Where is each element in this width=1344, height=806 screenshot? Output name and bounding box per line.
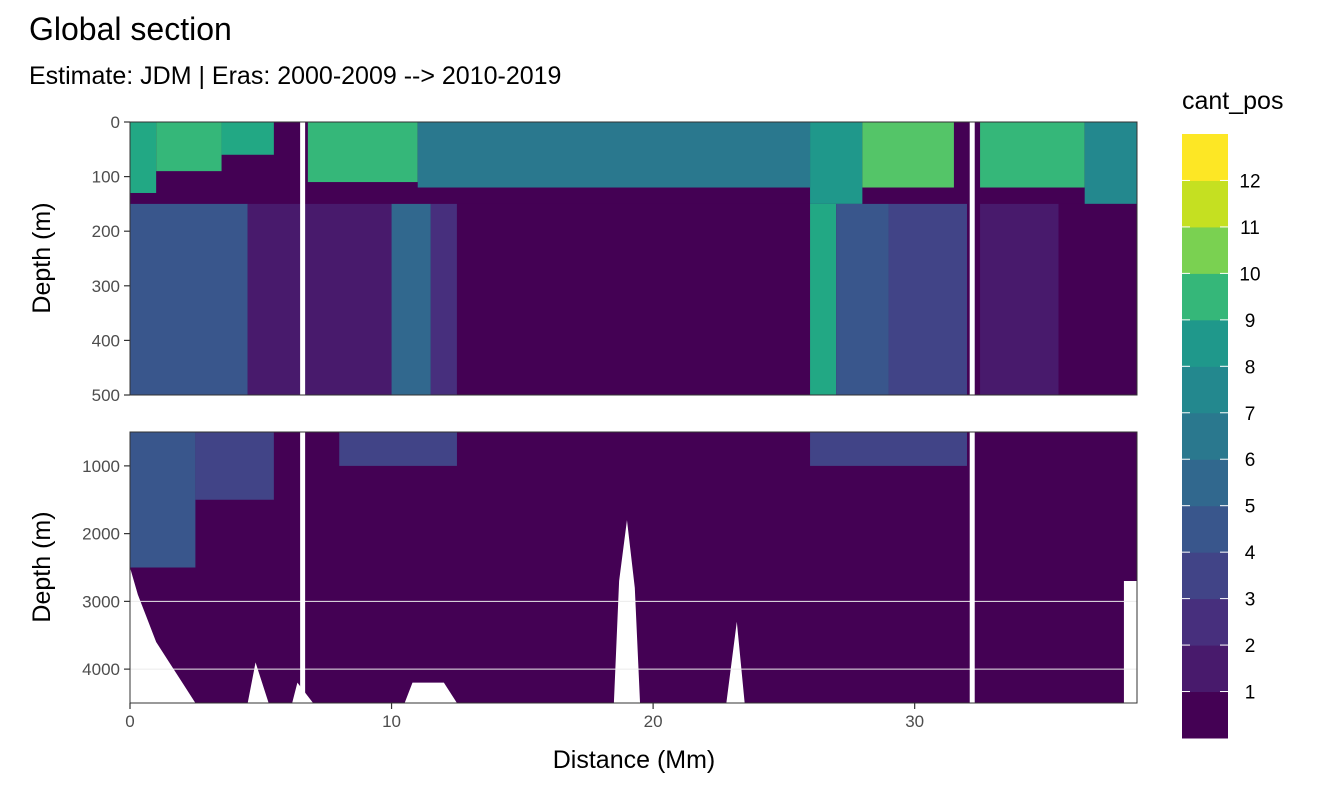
panel-border-lower <box>129 431 1138 704</box>
upper-y-axis: 0 100 200 300 400 500 <box>92 113 130 405</box>
heatmap-region <box>307 122 418 183</box>
y-tick-label: 300 <box>92 277 120 296</box>
heatmap-region <box>247 203 392 395</box>
heatmap-region <box>836 203 889 395</box>
legend-swatch <box>1182 366 1228 414</box>
legend-label: 10 <box>1239 264 1260 285</box>
legend-label: 6 <box>1245 450 1256 471</box>
y-tick-label: 500 <box>92 386 120 405</box>
heatmap-region <box>810 203 837 395</box>
legend-swatch <box>1182 319 1228 367</box>
heatmap-region <box>980 203 1059 395</box>
x-axis-title: Distance (Mm) <box>553 746 716 774</box>
legend-swatch <box>1182 691 1228 739</box>
legend-label: 7 <box>1245 404 1256 425</box>
legend-swatch <box>1182 273 1228 321</box>
y-axis-title-lower: Depth (m) <box>28 511 56 622</box>
lower-y-axis: 1000 2000 3000 4000 <box>82 457 130 679</box>
heatmap-region <box>130 122 157 193</box>
y-axis-title-upper: Depth (m) <box>28 202 56 313</box>
heatmap-region <box>417 122 811 188</box>
heatmap-region <box>195 432 274 500</box>
legend-label: 3 <box>1245 590 1256 611</box>
heatmap-region <box>130 432 196 568</box>
y-tick-label: 3000 <box>82 592 120 611</box>
heatmap-region <box>156 122 222 172</box>
heatmap-region <box>221 122 274 155</box>
legend-swatch <box>1182 134 1228 181</box>
y-tick-label: 2000 <box>82 525 120 544</box>
heatmap-region <box>980 122 1085 188</box>
y-tick-label: 1000 <box>82 457 120 476</box>
data-gap <box>300 122 306 395</box>
upper-panel <box>129 121 1138 396</box>
legend-swatch <box>1182 459 1228 507</box>
seafloor-mask <box>130 520 1137 703</box>
data-gap <box>969 122 975 395</box>
panel-border-upper <box>129 121 1138 396</box>
heatmap-region <box>339 432 457 466</box>
legend-label: 4 <box>1245 543 1256 564</box>
data-gap <box>300 432 306 703</box>
y-tick-label: 200 <box>92 222 120 241</box>
heatmap-region <box>888 203 967 395</box>
legend-swatch <box>1182 180 1228 228</box>
legend-label: 2 <box>1245 636 1256 657</box>
lower-panel <box>129 431 1138 704</box>
y-tick-label: 400 <box>92 331 120 350</box>
y-tick-label: 100 <box>92 168 120 187</box>
legend-swatch <box>1182 552 1228 600</box>
legend-swatch <box>1182 645 1228 693</box>
legend-swatch <box>1182 226 1228 274</box>
heatmap-region <box>862 122 954 188</box>
legend-title: cant_pos <box>1182 87 1283 115</box>
legend-label: 12 <box>1239 171 1260 192</box>
heatmap-region <box>130 203 248 395</box>
legend-swatch <box>1182 505 1228 553</box>
heatmap-region <box>810 432 967 466</box>
heatmap-region <box>1058 203 1137 395</box>
x-axis: 0 10 20 30 <box>125 703 924 731</box>
chart-title: Global section <box>29 11 232 47</box>
x-tick-label: 20 <box>644 712 663 731</box>
legend-label: 9 <box>1245 311 1256 332</box>
heatmap-region <box>430 203 457 395</box>
legend-label: 1 <box>1245 683 1256 704</box>
y-tick-label: 0 <box>111 113 120 132</box>
heatmap-region <box>1084 122 1137 204</box>
chart-subtitle: Estimate: JDM | Eras: 2000-2009 --> 2010… <box>29 62 561 90</box>
x-tick-label: 0 <box>125 712 134 731</box>
legend-label: 5 <box>1245 497 1256 518</box>
heatmap-region <box>456 203 811 395</box>
legend-swatch <box>1182 412 1228 460</box>
legend-label: 8 <box>1245 357 1256 378</box>
y-tick-label: 4000 <box>82 660 120 679</box>
legend-colorbar <box>1182 134 1228 739</box>
legend-label: 11 <box>1240 218 1260 239</box>
legend-swatch <box>1182 598 1228 646</box>
heatmap-region <box>391 203 431 395</box>
x-tick-label: 30 <box>905 712 924 731</box>
heatmap-region <box>810 122 863 204</box>
x-tick-label: 10 <box>382 712 401 731</box>
data-gap <box>969 432 975 703</box>
